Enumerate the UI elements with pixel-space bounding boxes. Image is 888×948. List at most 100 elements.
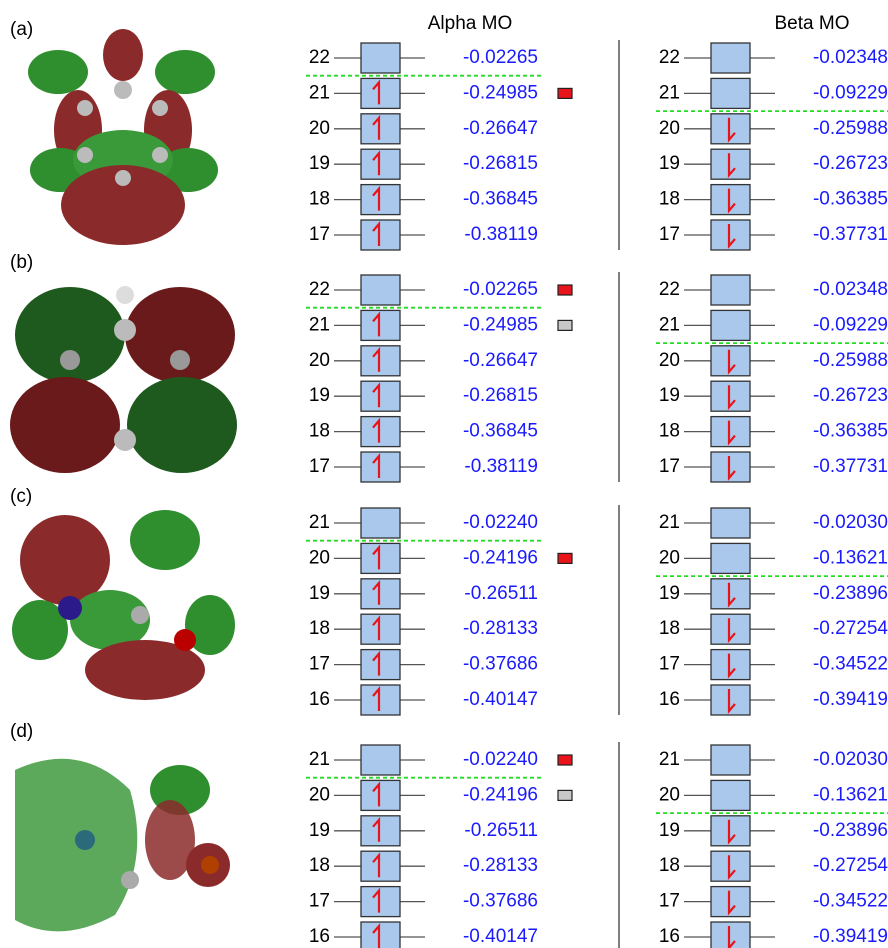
energy: -0.09229	[813, 82, 888, 103]
orbital-box	[711, 78, 750, 108]
level-number: 21	[659, 749, 680, 770]
level-number: 19	[659, 153, 680, 174]
energy: -0.36845	[463, 421, 538, 442]
level-number: 20	[659, 350, 680, 371]
energy: -0.09229	[813, 314, 888, 335]
level-number: 17	[659, 224, 680, 245]
level-number: 18	[309, 855, 330, 876]
orbital-box	[711, 922, 750, 948]
level-number: 19	[659, 820, 680, 841]
level-number: 17	[659, 456, 680, 477]
energy: -0.24196	[463, 784, 538, 805]
energy: -0.27254	[813, 618, 888, 639]
energy: -0.26647	[463, 118, 538, 139]
energy: -0.26647	[463, 350, 538, 371]
orbital-box	[361, 114, 400, 144]
energy: -0.02348	[813, 47, 888, 68]
energy: -0.39419	[813, 926, 888, 947]
orbital-box	[361, 43, 400, 73]
level-number: 19	[659, 583, 680, 604]
energy: -0.02348	[813, 279, 888, 300]
marker	[558, 790, 572, 800]
molecule-a	[28, 29, 218, 245]
level-number: 21	[309, 749, 330, 770]
panel-label: (b)	[10, 252, 33, 273]
orbital-box	[361, 346, 400, 376]
level-number: 20	[309, 784, 330, 805]
level-number: 21	[309, 314, 330, 335]
orbital-box	[361, 78, 400, 108]
energy: -0.02240	[463, 512, 538, 533]
level-number: 17	[309, 456, 330, 477]
orbital-box	[361, 745, 400, 775]
level-number: 18	[309, 618, 330, 639]
orbital-box	[361, 922, 400, 948]
energy: -0.39419	[813, 689, 888, 710]
energy: -0.36385	[813, 189, 888, 210]
alpha-header: Alpha MO	[428, 13, 512, 34]
level-number: 17	[309, 654, 330, 675]
panel-label: (d)	[10, 721, 33, 742]
orbital-box	[361, 149, 400, 179]
orbital-box	[361, 220, 400, 250]
orbital-box	[711, 780, 750, 810]
level-number: 17	[659, 891, 680, 912]
energy: -0.23896	[813, 820, 888, 841]
energy: -0.24985	[463, 82, 538, 103]
orbital-box	[711, 543, 750, 573]
level-number: 20	[309, 547, 330, 568]
energy: -0.23896	[813, 583, 888, 604]
orbital-box	[711, 310, 750, 340]
level-number: 20	[309, 350, 330, 371]
orbital-box	[361, 275, 400, 305]
level-number: 16	[659, 689, 680, 710]
energy: -0.25988	[813, 118, 888, 139]
level-number: 17	[309, 891, 330, 912]
energy: -0.38119	[464, 224, 538, 245]
level-number: 16	[309, 689, 330, 710]
level-number: 21	[659, 314, 680, 335]
beta-header: Beta MO	[775, 13, 850, 34]
energy: -0.02030	[813, 512, 888, 533]
energy: -0.24985	[463, 314, 538, 335]
orbital-box	[361, 614, 400, 644]
orbital-box	[361, 780, 400, 810]
level-number: 19	[309, 153, 330, 174]
energy: -0.26511	[464, 820, 538, 841]
level-number: 20	[659, 784, 680, 805]
level-number: 21	[309, 82, 330, 103]
energy: -0.37731	[813, 224, 888, 245]
marker	[558, 755, 572, 765]
energy: -0.24196	[463, 547, 538, 568]
orbital-box	[361, 543, 400, 573]
orbital-box	[361, 685, 400, 715]
orbital-box	[361, 816, 400, 846]
level-number: 17	[309, 224, 330, 245]
energy: -0.28133	[463, 618, 538, 639]
level-number: 22	[659, 279, 680, 300]
level-number: 18	[309, 189, 330, 210]
energy: -0.38119	[464, 456, 538, 477]
orbital-box	[361, 508, 400, 538]
level-number: 16	[659, 926, 680, 947]
orbital-box	[361, 417, 400, 447]
energy: -0.26723	[813, 153, 888, 174]
molecule-c	[12, 510, 235, 700]
orbital-box	[361, 310, 400, 340]
level-number: 19	[309, 583, 330, 604]
energy: -0.02265	[463, 47, 538, 68]
level-number: 22	[659, 47, 680, 68]
level-number: 22	[309, 279, 330, 300]
level-number: 16	[309, 926, 330, 947]
orbital-box	[361, 381, 400, 411]
panel-label: (c)	[10, 486, 32, 507]
energy: -0.02265	[463, 279, 538, 300]
energy: -0.37686	[463, 891, 538, 912]
orbital-box	[711, 745, 750, 775]
orbital-box	[711, 43, 750, 73]
level-number: 18	[659, 421, 680, 442]
energy: -0.13621	[813, 547, 888, 568]
energy: -0.26815	[463, 153, 538, 174]
level-number: 20	[659, 547, 680, 568]
energy: -0.36385	[813, 421, 888, 442]
